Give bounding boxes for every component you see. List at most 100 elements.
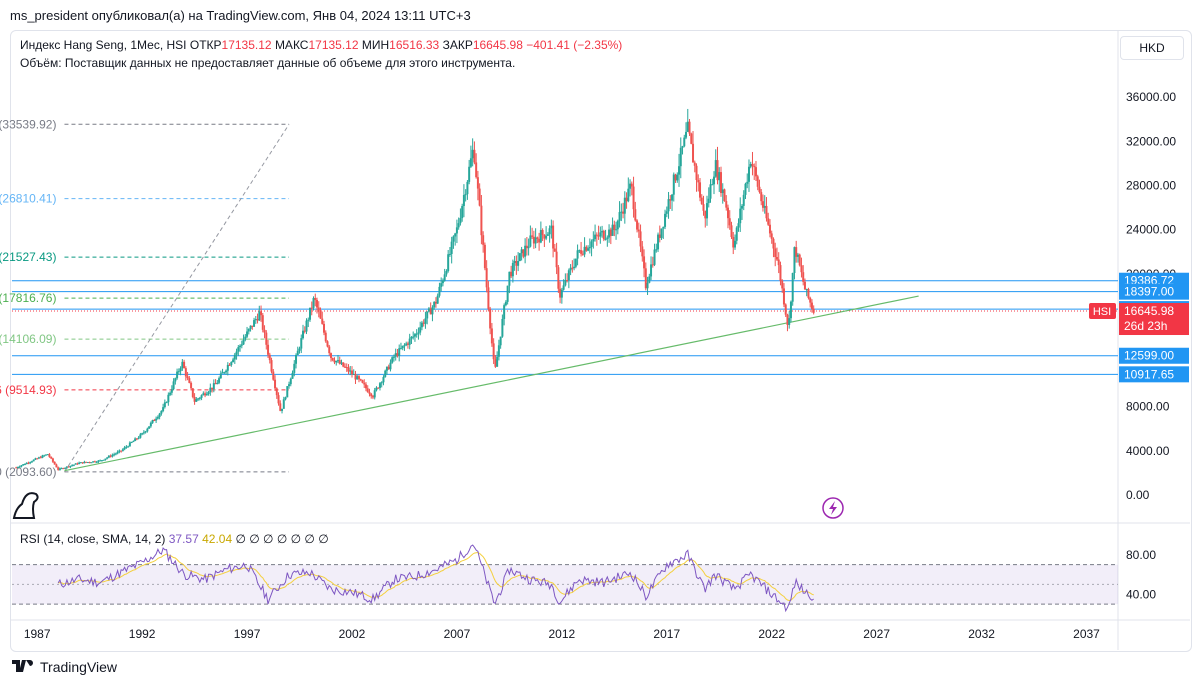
fib-level-label: 0.382 (14106.09) — [0, 332, 56, 346]
candle-body — [83, 461, 86, 464]
candle-body — [613, 224, 616, 231]
candle-body — [585, 246, 588, 251]
candle-body — [681, 146, 684, 148]
fib-trend-line — [64, 124, 290, 473]
candle-body — [774, 248, 777, 258]
candle-body — [211, 387, 214, 390]
candle-body — [511, 262, 514, 277]
candle-body — [349, 370, 352, 372]
candle-body — [183, 361, 186, 369]
candle-body — [786, 314, 789, 325]
footer-logo[interactable]: TradingView — [12, 659, 117, 675]
candle-body — [219, 373, 222, 379]
low-value: 16516.33 — [389, 38, 440, 52]
candle-body — [141, 433, 144, 435]
candle-body — [781, 280, 784, 289]
candle-body — [221, 372, 224, 374]
candle-body — [331, 357, 334, 361]
y-tick-label: 28000.00 — [1126, 179, 1176, 193]
candle-body — [177, 371, 180, 373]
rsi-sma-value: 42.04 — [202, 532, 233, 546]
x-tick-label: 2027 — [863, 627, 890, 641]
currency-button[interactable]: HKD — [1120, 36, 1184, 60]
candle-body — [375, 387, 378, 391]
candle-body — [345, 367, 348, 369]
y-tick-label: 4000.00 — [1126, 444, 1170, 458]
candle-body — [216, 382, 219, 385]
candle-body — [160, 410, 163, 414]
candle-body — [455, 227, 458, 234]
candle-body — [492, 343, 495, 360]
support-trendline — [64, 295, 919, 472]
candle-body — [329, 353, 332, 358]
candle-body — [623, 197, 626, 214]
candle-body — [107, 455, 110, 458]
candle-body — [795, 247, 798, 257]
candle-body — [305, 320, 308, 332]
candle-body — [300, 338, 303, 349]
candle-body — [573, 266, 576, 269]
candle-body — [800, 265, 803, 273]
fib-level-label: 0.5 (17816.76) — [0, 291, 56, 305]
candle-body — [732, 237, 735, 248]
candle-body — [246, 331, 249, 337]
change-value: −401.41 (−2.35%) — [526, 38, 623, 52]
candle-body — [288, 384, 291, 387]
candle-body — [58, 468, 61, 470]
candle-body — [721, 189, 724, 194]
candle-body — [419, 327, 422, 333]
candle-body — [55, 464, 58, 468]
candle-body — [81, 462, 84, 464]
candle-body — [267, 344, 270, 355]
candle-body — [151, 420, 154, 423]
candle-body — [716, 160, 719, 181]
candle-body — [335, 360, 338, 363]
candle-body — [212, 383, 215, 390]
candle-body — [249, 325, 252, 329]
candle-body — [566, 280, 569, 282]
candle-body — [268, 354, 271, 361]
candle-body — [333, 360, 336, 363]
candle-body — [109, 455, 112, 457]
candle-body — [693, 162, 696, 166]
candle-body — [746, 181, 749, 184]
candle-body — [71, 465, 74, 467]
candle-body — [517, 260, 520, 266]
candle-body — [165, 402, 168, 404]
candle-body — [643, 256, 646, 269]
candle-body — [634, 209, 637, 221]
candle-body — [95, 461, 98, 463]
candle-body — [513, 260, 516, 263]
candle-body — [674, 174, 677, 181]
candle-body — [765, 205, 768, 219]
candle-body — [191, 388, 194, 397]
candle-body — [548, 228, 551, 235]
candle-body — [97, 460, 100, 462]
candle-body — [64, 467, 67, 469]
candle-body — [763, 205, 766, 208]
candle-body — [632, 186, 635, 210]
candle-body — [312, 297, 315, 308]
candle-body — [592, 239, 595, 242]
rsi-tick-label: 40.00 — [1126, 587, 1156, 601]
candle-body — [92, 461, 95, 463]
candle-body — [812, 308, 815, 313]
candle-body — [534, 237, 537, 244]
candle-body — [772, 238, 775, 249]
candle-body — [15, 467, 18, 469]
candle-body — [179, 368, 182, 372]
candle-body — [317, 307, 320, 312]
candle-body — [810, 302, 813, 309]
candle-body — [403, 345, 406, 347]
candle-body — [380, 382, 383, 384]
candle-body — [602, 230, 605, 240]
symbol-title[interactable]: Индекс Hang Seng, 1Мес, HSI — [20, 38, 187, 52]
rsi-label[interactable]: RSI (14, close, SMA, 14, 2) — [20, 532, 166, 546]
candle-body — [69, 465, 72, 467]
candle-body — [120, 450, 123, 452]
candle-body — [16, 466, 19, 468]
candle-body — [373, 390, 376, 398]
candle-body — [127, 446, 130, 448]
candle-body — [364, 384, 367, 389]
